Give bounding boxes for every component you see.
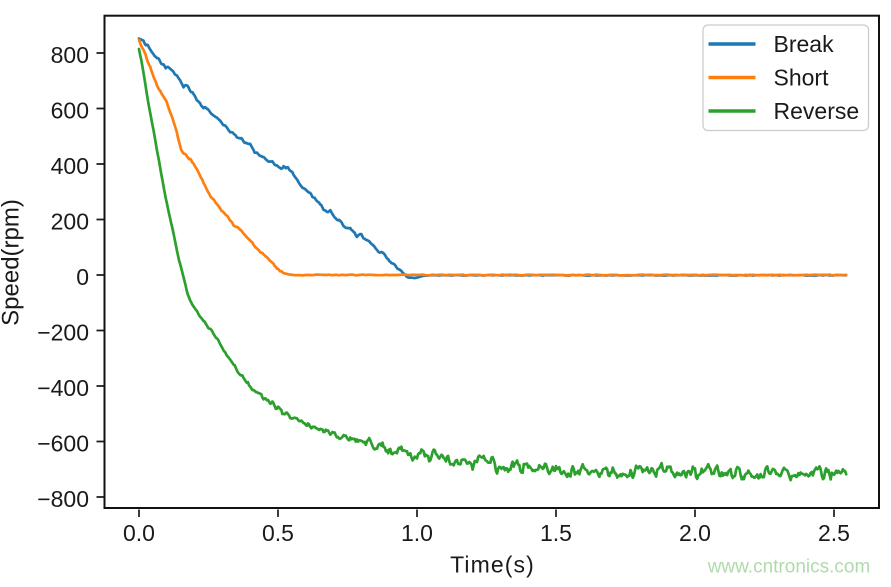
svg-text:Reverse: Reverse [774, 98, 860, 124]
svg-text:−400: −400 [37, 375, 89, 401]
svg-text:Short: Short [774, 65, 830, 91]
svg-text:−800: −800 [37, 486, 89, 512]
svg-text:1.5: 1.5 [540, 520, 572, 546]
svg-text:800: 800 [51, 42, 89, 68]
svg-text:0: 0 [76, 264, 89, 290]
svg-text:200: 200 [51, 208, 89, 234]
svg-text:−600: −600 [37, 430, 89, 456]
svg-text:Time(s): Time(s) [450, 552, 535, 578]
svg-text:Speed(rpm): Speed(rpm) [0, 199, 25, 326]
svg-text:0.0: 0.0 [123, 520, 155, 546]
svg-text:−200: −200 [37, 319, 89, 345]
svg-text:600: 600 [51, 97, 89, 123]
svg-text:2.0: 2.0 [679, 520, 711, 546]
svg-text:400: 400 [51, 153, 89, 179]
svg-text:0.5: 0.5 [262, 520, 294, 546]
svg-text:1.0: 1.0 [401, 520, 433, 546]
svg-text:Break: Break [774, 31, 835, 57]
svg-text:www.cntronics.com: www.cntronics.com [707, 557, 871, 578]
svg-text:2.5: 2.5 [818, 520, 850, 546]
